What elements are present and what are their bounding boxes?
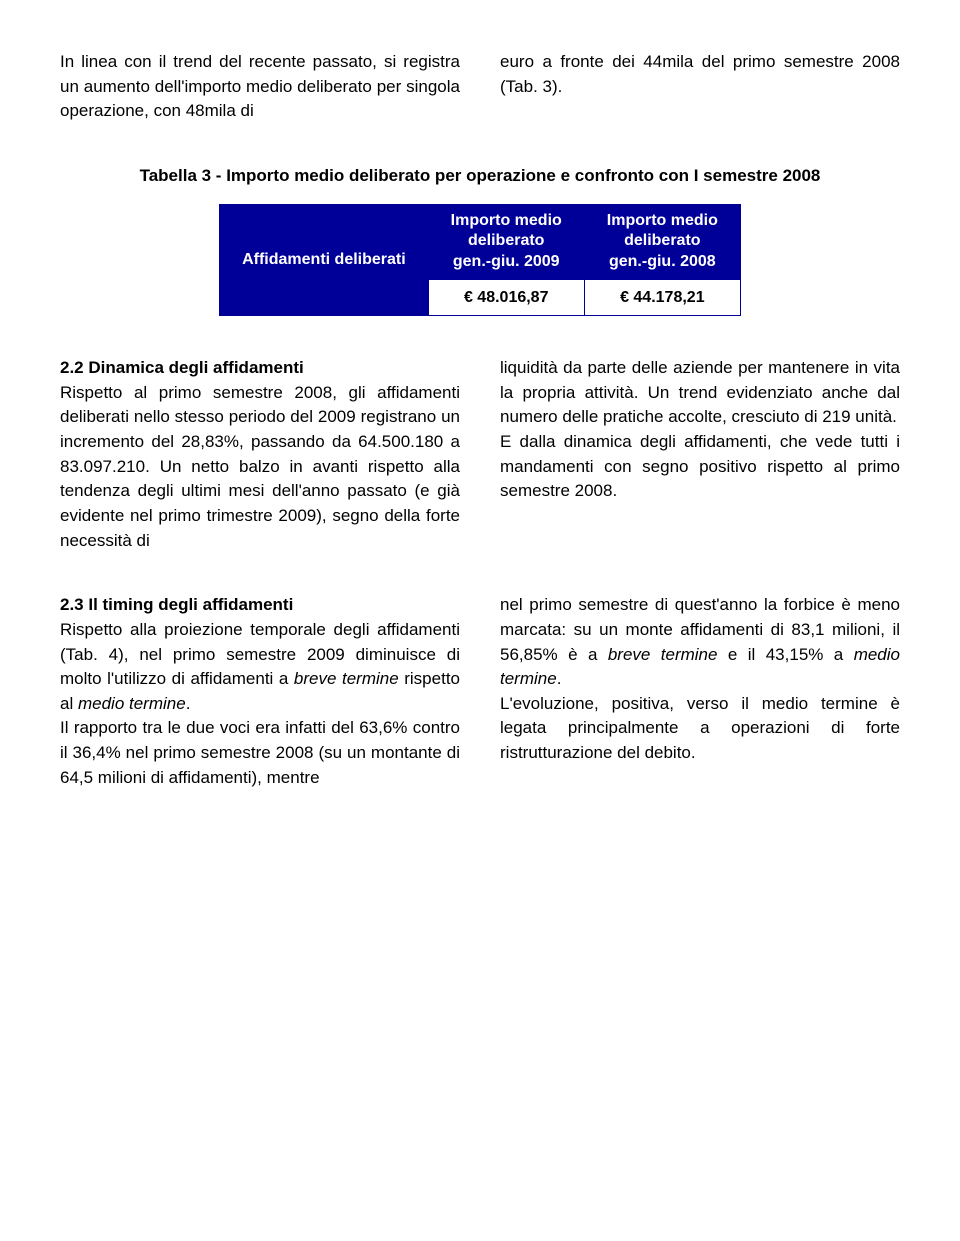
sec23-right-p2: L'evoluzione, positiva, verso il medio t… <box>500 692 900 766</box>
sec23-left-p2: Il rapporto tra le due voci era infatti … <box>60 716 460 790</box>
table3-val2: € 44.178,21 <box>584 279 740 315</box>
sec22-title: 2.2 Dinamica degli affidamenti <box>60 358 304 377</box>
sec23-right: nel primo semestre di quest'anno la forb… <box>500 593 900 790</box>
sec23-right-p1c: . <box>557 669 562 688</box>
table3-col1-header: Importo medio deliberato gen.-giu. 2009 <box>428 204 584 279</box>
intro-block: In linea con il trend del recente passat… <box>60 50 900 124</box>
table3-col2-l2: deliberato <box>624 232 700 249</box>
sec22-right-p2: E dalla dinamica degli affidamenti, che … <box>500 430 900 504</box>
sec23-block: 2.3 Il timing degli affidamenti Rispetto… <box>60 593 900 790</box>
sec23-left-it1: breve termine <box>294 669 399 688</box>
table3-val1: € 48.016,87 <box>428 279 584 315</box>
sec23-left-it2: medio termine <box>78 694 186 713</box>
intro-right: euro a fronte dei 44mila del primo semes… <box>500 50 900 124</box>
intro-left: In linea con il trend del recente passat… <box>60 50 460 124</box>
table3-col2-l1: Importo medio <box>607 212 718 229</box>
table3-caption: Tabella 3 - Importo medio deliberato per… <box>60 164 900 189</box>
table3-col1-l1: Importo medio <box>451 212 562 229</box>
table3-col1-l2: deliberato <box>468 232 544 249</box>
sec22-left: 2.2 Dinamica degli affidamenti Rispetto … <box>60 356 460 553</box>
sec23-left: 2.3 Il timing degli affidamenti Rispetto… <box>60 593 460 790</box>
sec22-right: liquidità da parte delle aziende per man… <box>500 356 900 553</box>
table3-rowlabel: Affidamenti deliberati <box>220 204 429 316</box>
table3: Affidamenti deliberati Importo medio del… <box>219 204 741 317</box>
sec23-right-it1: breve termine <box>608 645 718 664</box>
sec22-block: 2.2 Dinamica degli affidamenti Rispetto … <box>60 356 900 553</box>
table3-col1-l3: gen.-giu. 2009 <box>453 253 560 270</box>
sec23-left-p1c: . <box>186 694 191 713</box>
sec23-title: 2.3 Il timing degli affidamenti <box>60 595 293 614</box>
sec22-left-body: Rispetto al primo semestre 2008, gli aff… <box>60 383 460 550</box>
sec22-right-p1: liquidità da parte delle aziende per man… <box>500 356 900 430</box>
sec23-right-p1b: e il 43,15% a <box>717 645 853 664</box>
table3-col2-header: Importo medio deliberato gen.-giu. 2008 <box>584 204 740 279</box>
table3-col2-l3: gen.-giu. 2008 <box>609 253 716 270</box>
